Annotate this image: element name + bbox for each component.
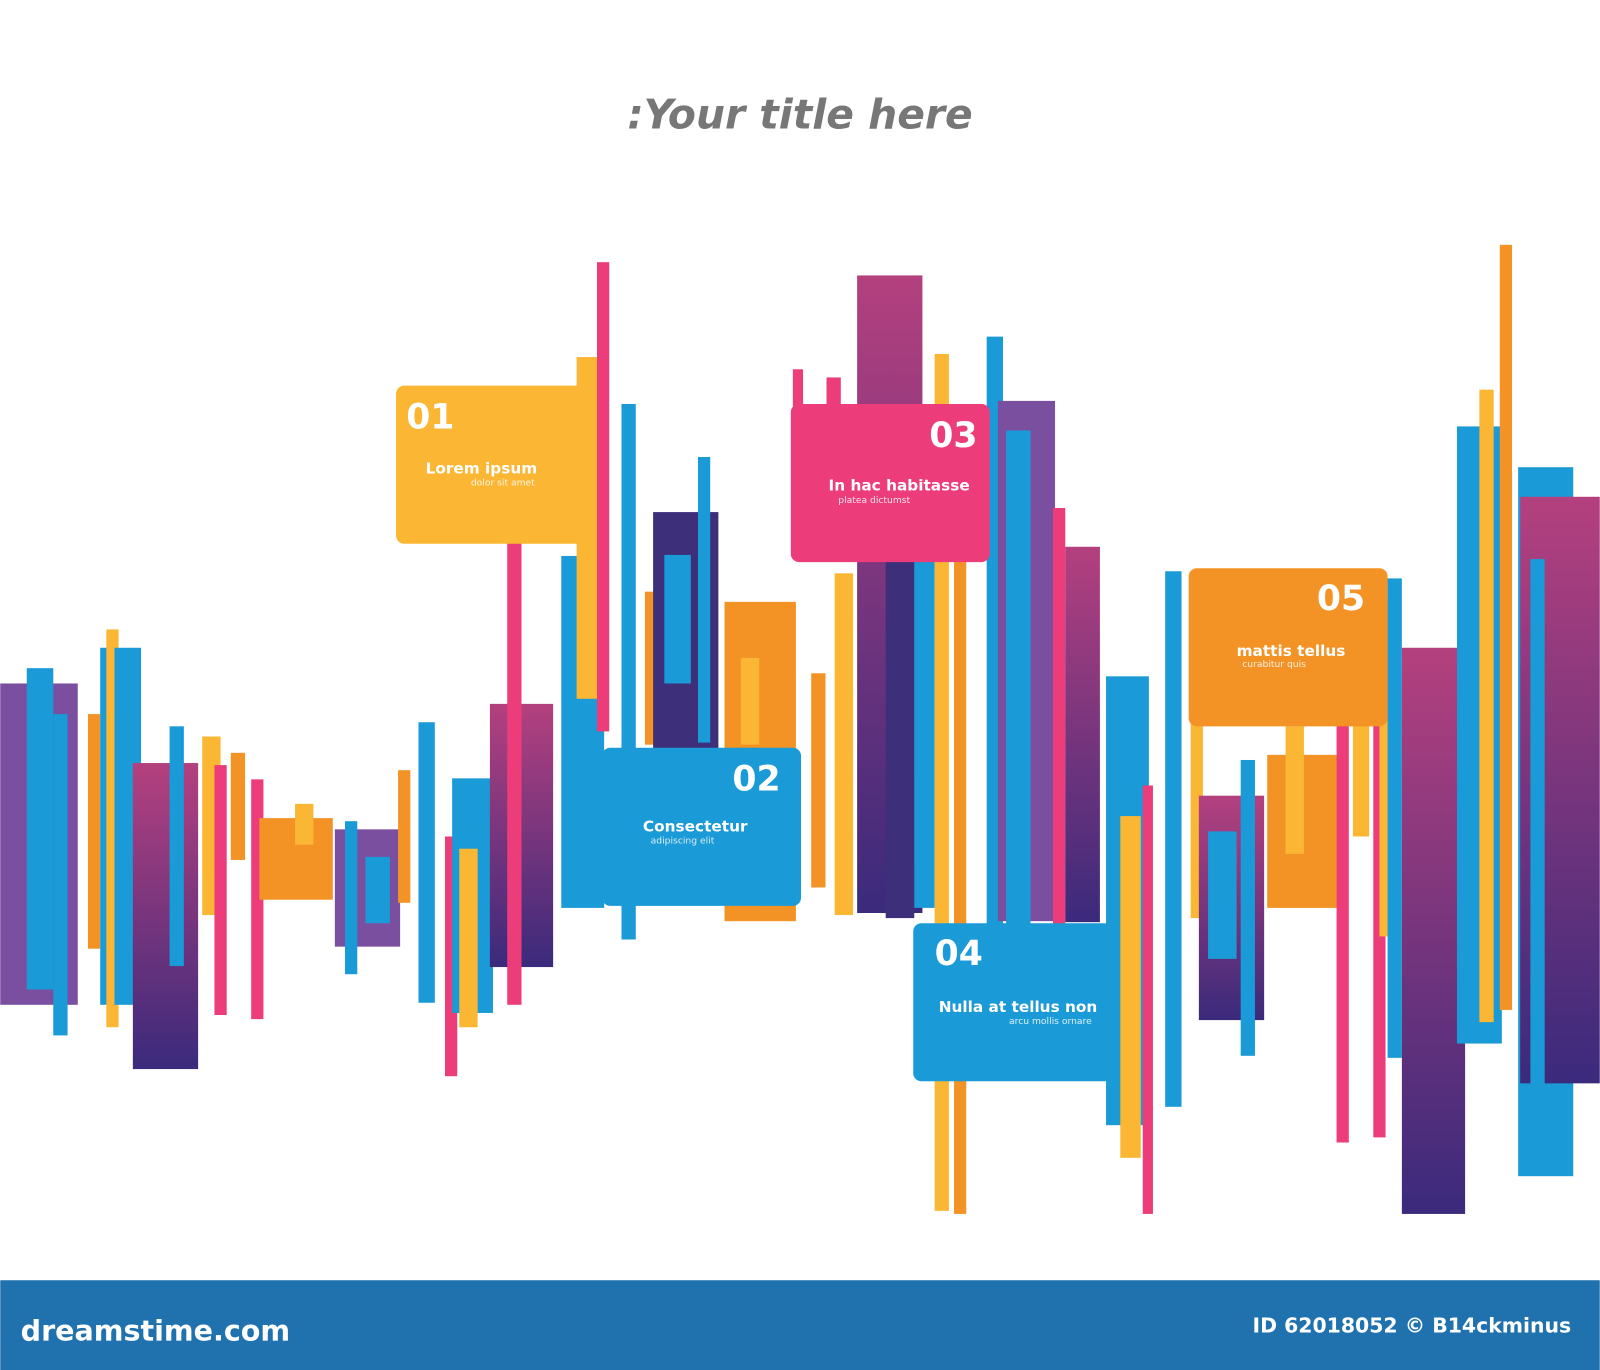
- decor-bar: [26, 668, 54, 990]
- item-number: 01: [406, 397, 454, 437]
- decor-bar: [1401, 647, 1466, 1214]
- info-box: [602, 747, 802, 906]
- footer-brand: dreamstime.com: [21, 1313, 291, 1347]
- decor-bar: [697, 457, 711, 743]
- decor-bar: [1336, 724, 1349, 1143]
- decor-bar: [954, 550, 967, 1214]
- decor-bar: [132, 763, 199, 1070]
- decor-bar: [214, 765, 227, 1016]
- item-title: In hac habitasse: [829, 477, 970, 495]
- decor-bar: [740, 657, 760, 745]
- decor-bar: [885, 561, 915, 919]
- decor-bar: [53, 714, 68, 1036]
- decor-bar: [345, 821, 358, 975]
- item-number: 03: [929, 416, 977, 456]
- info-box: [790, 403, 990, 563]
- decor-bar: [1530, 559, 1545, 1172]
- item-title: mattis tellus: [1237, 642, 1346, 660]
- decor-bar: [365, 856, 390, 924]
- item-number: 04: [935, 934, 983, 974]
- decor-bar: [459, 848, 478, 1028]
- decor-bar: [664, 554, 691, 684]
- item-title: Consectetur: [643, 817, 748, 835]
- decor-bar: [834, 573, 854, 916]
- footer-band: [0, 1280, 1600, 1370]
- item-number: 05: [1317, 579, 1365, 619]
- decor-bar: [596, 262, 610, 732]
- decor-bar: [418, 722, 435, 1003]
- decor-bar: [230, 752, 246, 860]
- page-title: :Your title here: [627, 91, 972, 139]
- item-subtitle: platea dictumst: [838, 495, 910, 506]
- item-subtitle: curabitur quis: [1242, 659, 1306, 670]
- footer-credit: ID 62018052 © B14ckminus: [1253, 1313, 1572, 1337]
- item-subtitle: arcu mollis ornare: [1009, 1016, 1092, 1027]
- item-number: 02: [732, 760, 780, 800]
- decor-bar: [1065, 546, 1100, 923]
- item-subtitle: adipiscing elit: [651, 836, 715, 847]
- info-box: [1188, 568, 1388, 727]
- decor-bar: [1479, 389, 1494, 1023]
- decor-bar: [398, 770, 411, 903]
- decor-bar: [1142, 785, 1153, 1214]
- decor-bar: [811, 673, 826, 888]
- decor-bar: [169, 726, 184, 967]
- decor-bar: [295, 803, 314, 845]
- item-title: Nulla at tellus non: [939, 998, 1098, 1016]
- decor-bar: [1240, 759, 1255, 1056]
- info-box: [396, 385, 595, 544]
- info-box: [913, 923, 1113, 1082]
- decor-bar: [507, 540, 522, 1005]
- decor-bar: [1208, 831, 1237, 959]
- decor-bar: [1006, 430, 1031, 931]
- decor-bar: [914, 550, 935, 908]
- decor-bar: [1165, 571, 1182, 1107]
- decor-bar: [87, 714, 101, 949]
- decor-bar: [1499, 244, 1513, 1010]
- decor-bar: [1387, 578, 1402, 1058]
- item-title: Lorem ipsum: [426, 459, 538, 477]
- item-subtitle: dolor sit amet: [471, 478, 535, 489]
- decor-bar: [1052, 508, 1066, 927]
- decor-bar: [1120, 816, 1141, 1158]
- decor-bar: [1285, 726, 1304, 854]
